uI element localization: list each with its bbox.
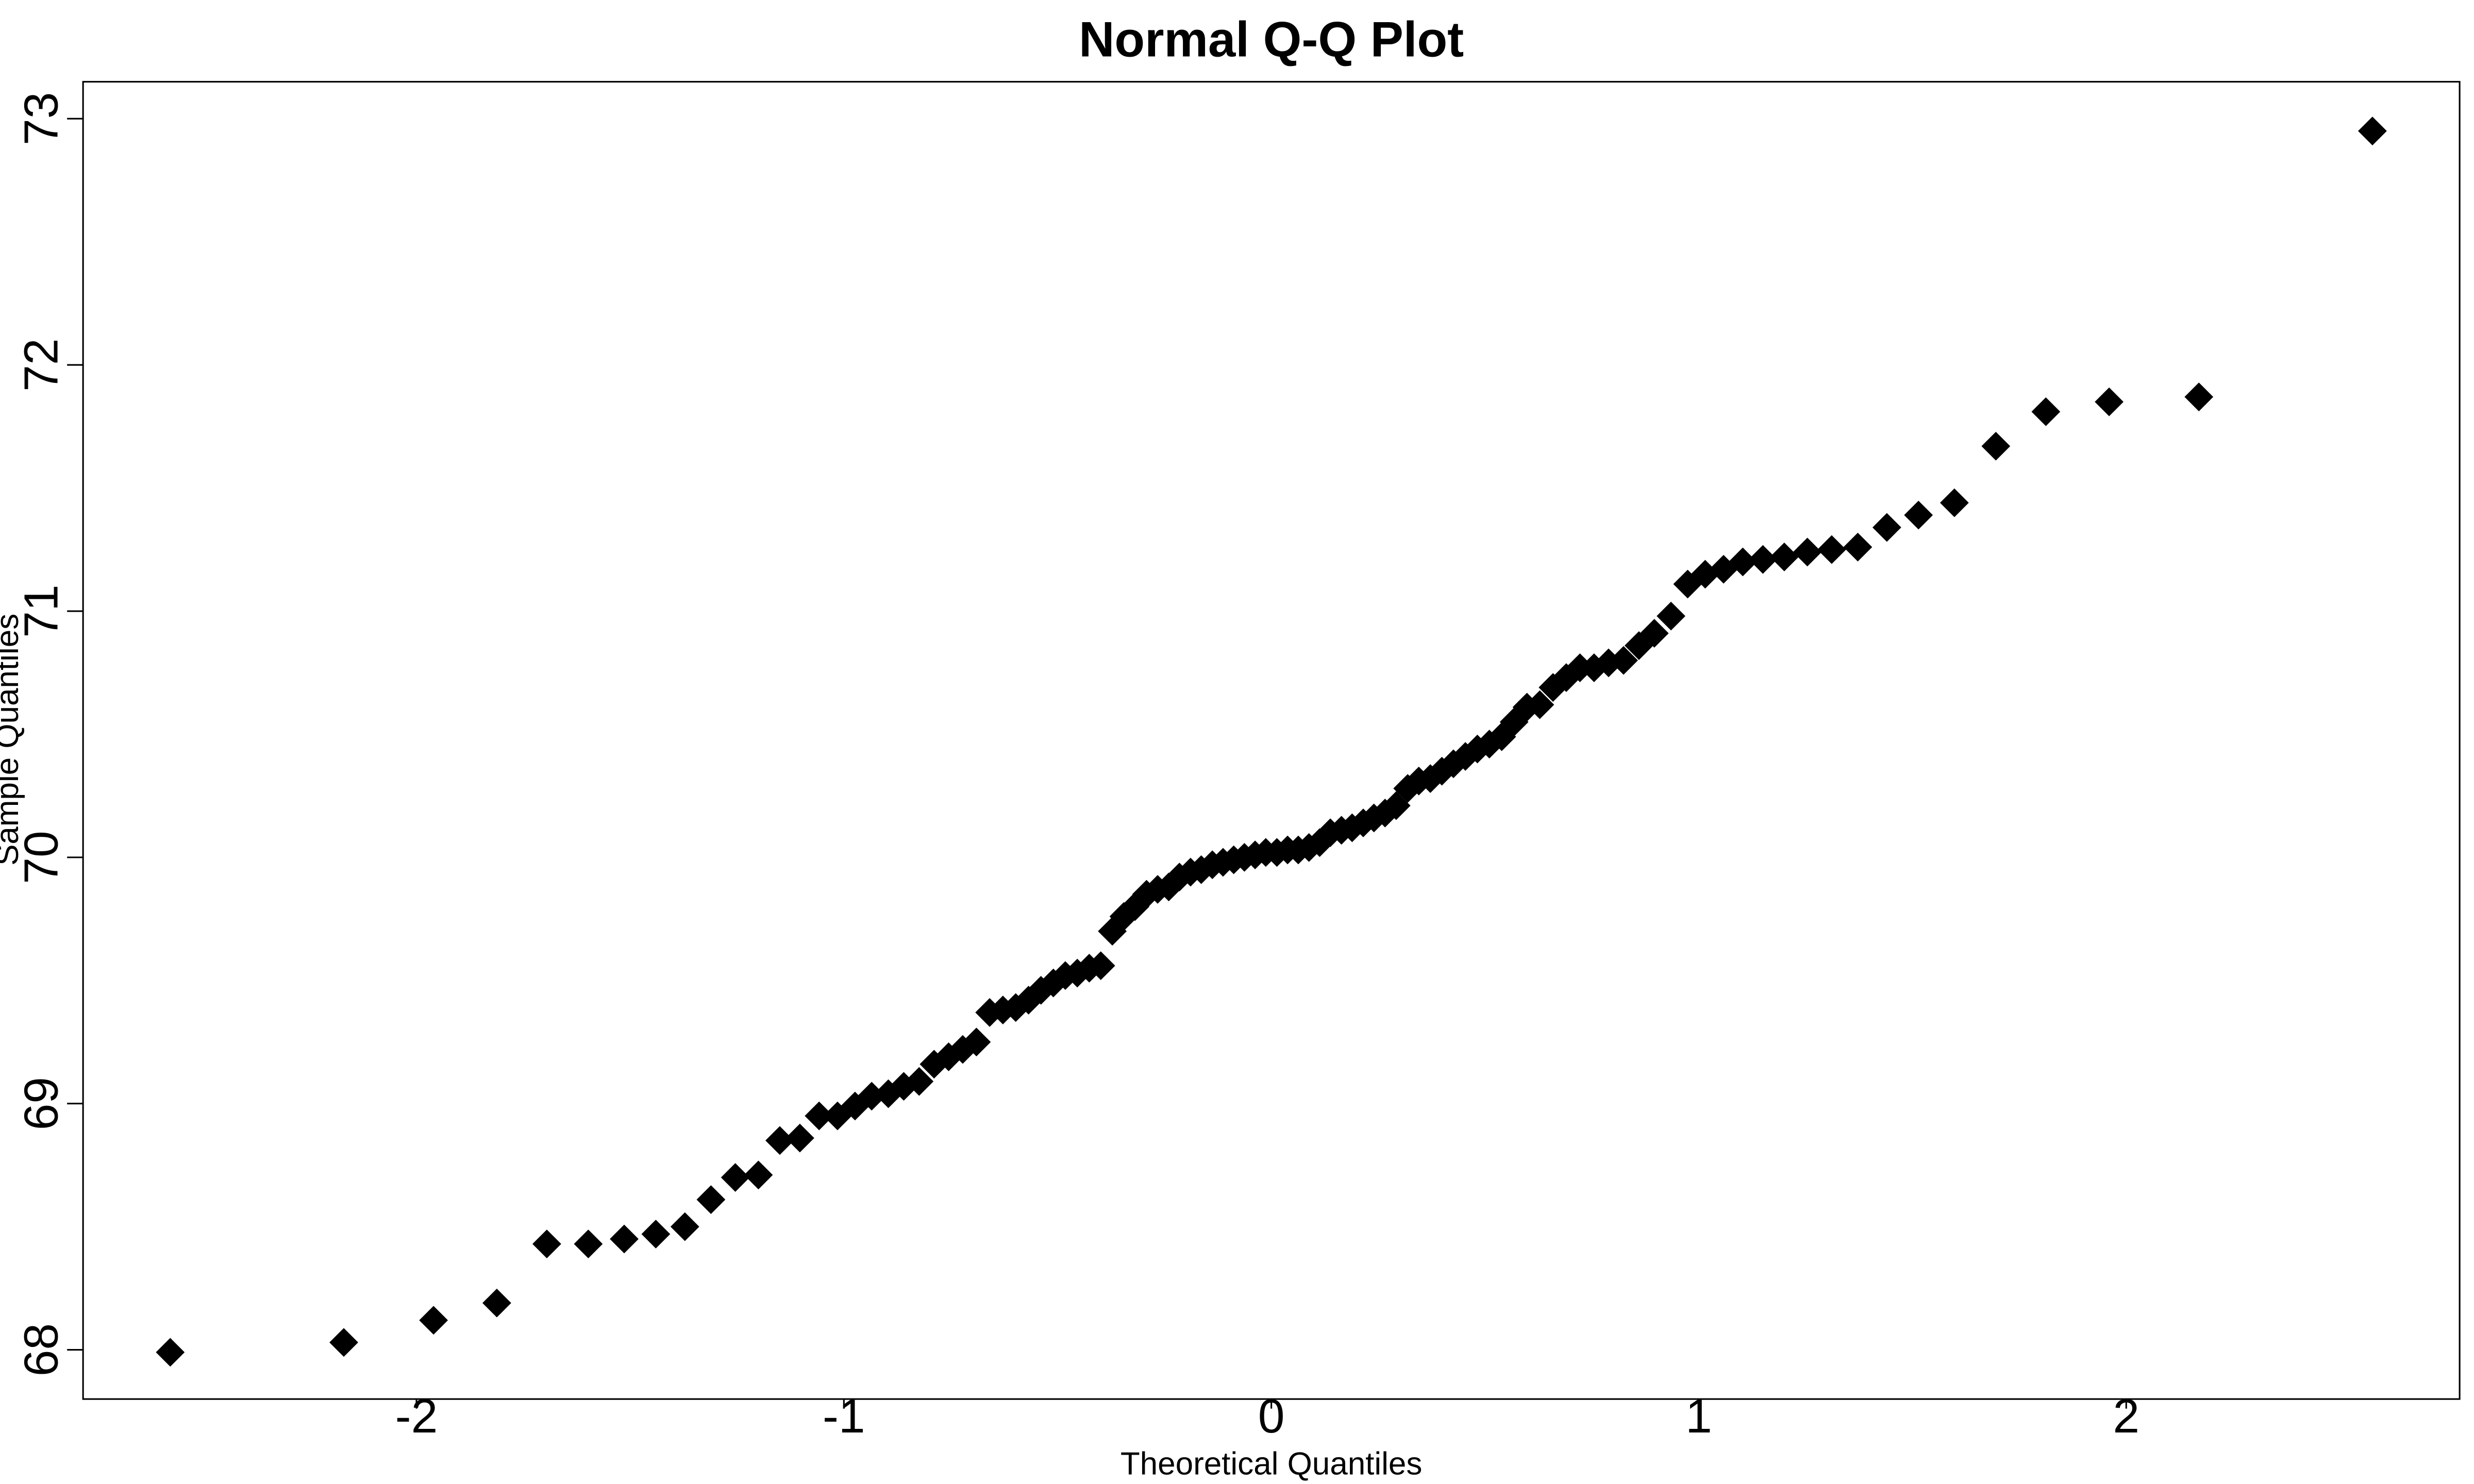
point — [1640, 619, 1669, 648]
point — [2031, 397, 2061, 426]
point — [1843, 532, 1873, 562]
point — [1981, 431, 2011, 461]
point — [1904, 500, 1933, 530]
y-tick-label: 72 — [14, 338, 68, 391]
point — [1817, 535, 1846, 564]
y-tick-label: 73 — [14, 92, 68, 145]
y-tick-label: 71 — [14, 584, 68, 637]
point — [905, 1067, 934, 1096]
x-tick-label: -2 — [395, 1389, 438, 1443]
x-tick-label: 2 — [2113, 1389, 2139, 1443]
x-tick-label: -1 — [823, 1389, 865, 1443]
point — [419, 1306, 448, 1335]
point — [1940, 488, 1969, 517]
y-tick-label: 70 — [14, 831, 68, 884]
y-axis-label: Sample Quantiles — [0, 614, 25, 866]
point — [1728, 547, 1758, 577]
point — [721, 1163, 750, 1192]
point — [610, 1224, 639, 1254]
point — [962, 1027, 991, 1057]
x-tick-label: 1 — [1685, 1389, 1712, 1443]
point — [2358, 116, 2387, 146]
y-tick-label: 68 — [14, 1323, 68, 1376]
point — [1086, 951, 1115, 981]
point — [1525, 690, 1554, 719]
x-axis-label: Theoretical Quantiles — [1121, 1446, 1423, 1482]
point — [2095, 387, 2124, 416]
x-tick-label: 0 — [1258, 1389, 1285, 1443]
y-tick-label: 69 — [14, 1077, 68, 1130]
point — [785, 1123, 814, 1153]
chart-title: Normal Q-Q Plot — [1079, 12, 1464, 68]
point — [156, 1338, 185, 1367]
point — [1769, 543, 1799, 571]
